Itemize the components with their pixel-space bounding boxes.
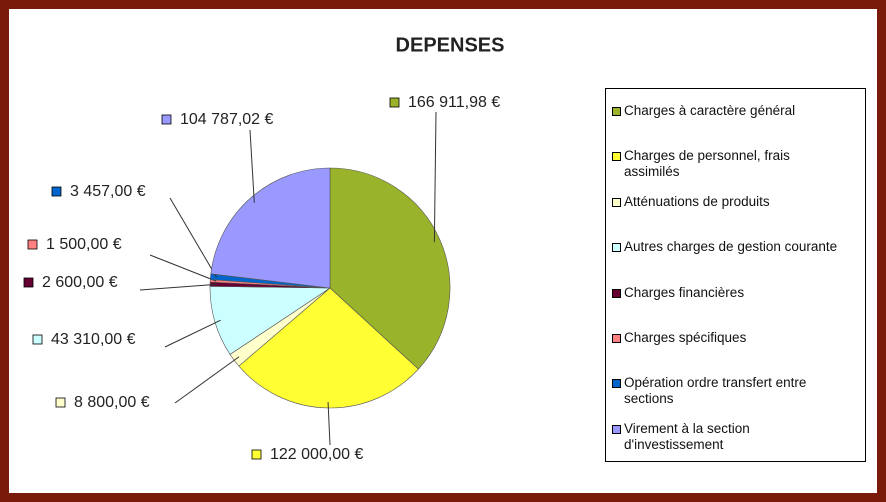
legend-entry: Atténuations de produits [612, 194, 839, 210]
legend-entry: Virement à la section d'investissement [612, 421, 839, 453]
pie-slice [210, 167, 331, 289]
leader-line [327, 401, 331, 446]
pie-slice [329, 167, 451, 370]
leader-line [174, 356, 240, 404]
leader-line [433, 111, 437, 243]
label-swatch [27, 239, 38, 250]
legend-swatch [612, 379, 621, 389]
legend-swatch [612, 334, 621, 343]
data-label: 2 600,00 € [42, 274, 118, 291]
legend-label: Autres charges de gestion courante [624, 239, 838, 255]
legend-entry: Charges à caractère général [612, 103, 839, 119]
legend-swatch [612, 243, 621, 253]
legend: Charges à caractère général Charges de pe… [605, 88, 866, 462]
label-swatch [51, 186, 62, 197]
data-label: 166 911,98 € [408, 94, 500, 111]
leader-line [249, 129, 255, 203]
legend-label: Charges à caractère général [624, 103, 796, 118]
legend-label: Charges financières [624, 284, 745, 300]
legend-swatch [612, 152, 621, 162]
legend-entry: Charges de personnel, frais assimilés [612, 148, 839, 180]
legend-label: Virement à la section d'investissement [624, 420, 750, 452]
legend-entry: Charges spécifiques [612, 330, 839, 346]
label-swatch [23, 277, 34, 288]
legend-entry: Opération ordre transfert entre sections [612, 375, 839, 407]
label-swatch [251, 449, 262, 460]
legend-label: Atténuations de produits [624, 193, 770, 209]
legend-swatch [612, 107, 621, 116]
leader-line [139, 283, 217, 291]
data-label: 104 787,02 € [180, 111, 274, 128]
legend-label: Charges de personnel, frais assimilés [624, 148, 790, 180]
data-label: 8 800,00 € [74, 394, 150, 411]
legend-entry: Autres charges de gestion courante [612, 239, 839, 255]
data-label: 3 457,00 € [70, 183, 146, 200]
legend-label: Opération ordre transfert entre sections [624, 375, 807, 407]
label-swatch [389, 97, 400, 108]
label-swatch [32, 334, 43, 345]
leader-line [149, 254, 217, 282]
legend-label: Charges spécifiques [624, 330, 747, 345]
label-swatch [161, 114, 172, 125]
label-swatch [55, 397, 66, 408]
legend-swatch [612, 197, 621, 207]
legend-swatch [612, 288, 621, 298]
legend-entry: Charges financières [612, 285, 839, 301]
data-label: 1 500,00 € [46, 236, 122, 253]
data-label: 122 000,00 € [270, 446, 364, 463]
leader-line [169, 197, 217, 278]
data-label: 43 310,00 € [51, 331, 136, 348]
leader-line [164, 319, 221, 348]
chart-title: DEPENSES [396, 34, 505, 56]
legend-swatch [612, 424, 621, 434]
